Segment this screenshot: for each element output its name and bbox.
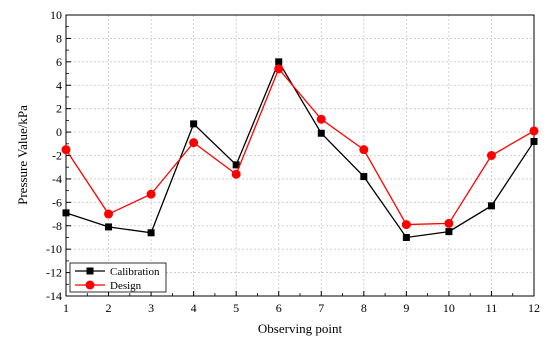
- data-point-design: [61, 145, 71, 155]
- y-tick-label: -2: [52, 149, 62, 163]
- y-tick-label: -10: [46, 242, 62, 256]
- x-tick-label: 7: [318, 301, 324, 315]
- y-axis-title: Pressure Value/kPa: [15, 105, 30, 205]
- y-tick-label: 2: [56, 102, 62, 116]
- data-point-design: [274, 64, 284, 74]
- data-point-calibration: [147, 229, 155, 237]
- data-point-calibration: [190, 120, 198, 128]
- legend-marker-calibration: [86, 267, 94, 275]
- data-point-design: [146, 189, 156, 199]
- x-tick-label: 9: [403, 301, 409, 315]
- y-tick-label: -8: [52, 219, 62, 233]
- x-tick-label: 2: [106, 301, 112, 315]
- data-point-calibration: [487, 202, 495, 210]
- y-tick-label: -4: [52, 172, 62, 186]
- legend-marker-design: [85, 280, 95, 290]
- x-tick-label: 8: [361, 301, 367, 315]
- series-layer: [61, 58, 539, 241]
- y-tick-label: -12: [46, 266, 62, 280]
- x-tick-label: 4: [191, 301, 197, 315]
- y-tick-label: -14: [46, 289, 62, 303]
- data-point-design: [316, 114, 326, 124]
- data-point-design: [401, 220, 411, 230]
- y-tick-label: 0: [56, 125, 62, 139]
- data-point-design: [231, 169, 241, 179]
- x-tick-label: 10: [443, 301, 455, 315]
- data-point-design: [189, 138, 199, 148]
- x-tick-label: 11: [486, 301, 498, 315]
- y-tick-label: 4: [56, 78, 62, 92]
- series-line-calibration: [65, 60, 535, 239]
- data-point-design: [359, 145, 369, 155]
- x-tick-label: 5: [233, 301, 239, 315]
- legend-label-calibration: Calibration: [110, 266, 160, 278]
- legend-label-design: Design: [110, 280, 142, 292]
- data-point-calibration: [530, 137, 538, 145]
- x-tick-label: 1: [63, 301, 69, 315]
- y-tick-label: 10: [50, 8, 62, 22]
- data-point-calibration: [62, 209, 70, 217]
- data-point-calibration: [360, 173, 368, 181]
- data-point-design: [486, 151, 496, 160]
- series-line-design: [65, 67, 535, 226]
- grid: [66, 15, 534, 296]
- data-point-design: [444, 218, 454, 228]
- data-point-calibration: [232, 161, 240, 169]
- x-tick-label: 12: [528, 301, 540, 315]
- x-tick-label: 3: [148, 301, 154, 315]
- x-axis-title: Observing point: [258, 321, 343, 336]
- data-point-design: [104, 209, 114, 219]
- y-tick-label: 8: [56, 31, 62, 45]
- data-point-design: [529, 126, 539, 136]
- data-point-calibration: [105, 223, 113, 231]
- legend-box: [69, 262, 167, 293]
- x-tick-label: 6: [276, 301, 282, 315]
- data-point-calibration: [275, 58, 283, 66]
- data-point-calibration: [402, 233, 410, 241]
- y-tick-label: 6: [56, 55, 62, 69]
- legend: Calibration Design: [69, 262, 167, 293]
- data-point-calibration: [445, 228, 453, 236]
- data-point-calibration: [317, 129, 325, 137]
- y-tick-label: -6: [52, 195, 62, 209]
